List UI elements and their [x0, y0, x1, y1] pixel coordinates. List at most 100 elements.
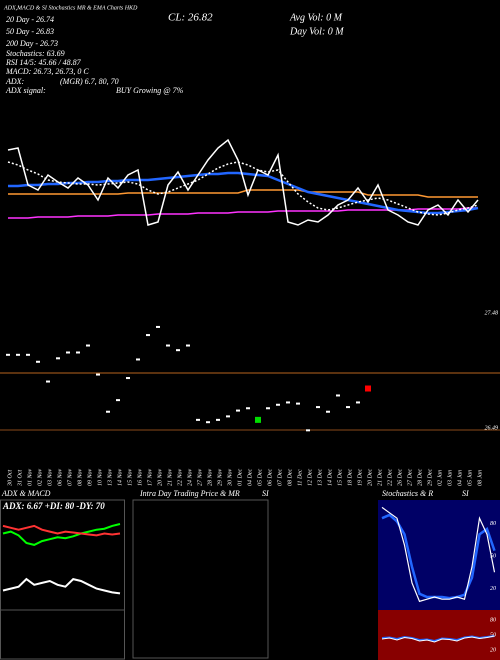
- avg-vol: Avg Vol: 0 M: [289, 12, 343, 23]
- stoch: Stochastics: 63.69: [6, 49, 65, 58]
- signal: BUY Growing @ 7%: [116, 86, 184, 95]
- x-tick-label: 02 Jan: [437, 470, 443, 486]
- y-tick-label: 20: [490, 647, 496, 653]
- series-line: [2, 524, 121, 537]
- y-tick-label: 20: [490, 586, 496, 592]
- x-tick-label: 19 Dec: [357, 469, 363, 486]
- dot: [166, 344, 170, 347]
- series-line: [7, 161, 479, 216]
- dot: [186, 344, 190, 347]
- series-line: [8, 207, 478, 219]
- series-line: [381, 635, 495, 643]
- y-tick-label: 50: [490, 553, 496, 559]
- adx-signal: ADX signal:: [5, 86, 46, 95]
- dot: [286, 401, 290, 404]
- x-tick-label: 01 Dec: [237, 469, 243, 486]
- adx-value: (MGR) 6.7, 80, 70: [60, 77, 119, 86]
- adx-panel: [0, 499, 125, 660]
- dot: [106, 410, 110, 413]
- dot: [316, 406, 320, 409]
- dot: [76, 351, 80, 354]
- intraday-panel: [132, 499, 269, 659]
- macd: MACD: 26.73, 26.73, 0 C: [5, 67, 89, 76]
- dot: [306, 429, 310, 432]
- x-tick-label: 28 Dec: [417, 469, 423, 486]
- x-tick-label: 20 Dec: [367, 469, 373, 486]
- dot: [206, 421, 210, 424]
- dot: [56, 357, 60, 360]
- x-tick-label: 20 Nov: [157, 468, 163, 486]
- dot: [196, 418, 200, 421]
- x-tick-label: 07 Dec: [277, 469, 283, 486]
- x-tick-label: 05 Jan: [467, 470, 473, 486]
- y-tick-label: 80: [490, 521, 496, 527]
- dot: [46, 380, 50, 383]
- dot: [86, 344, 90, 347]
- x-tick-label: 29 Dec: [427, 469, 433, 486]
- ma200: 200 Day - 26.73: [6, 39, 58, 48]
- dot: [156, 325, 160, 328]
- adx-label: ADX: 6.67 +DI: 80 -DY: 70: [2, 501, 105, 511]
- dot: [266, 407, 270, 410]
- x-tick-label: 21 Dec: [377, 469, 383, 486]
- x-tick-label: 04 Dec: [246, 469, 253, 486]
- series-line: [7, 138, 479, 226]
- dot: [16, 353, 20, 356]
- dot: [126, 377, 130, 380]
- dot: [136, 358, 140, 361]
- intraday-title: Intra Day Trading Price & MR: [139, 489, 240, 498]
- x-tick-label: 13 Nov: [107, 468, 113, 486]
- x-tick-label: 06 Dec: [267, 469, 273, 486]
- x-tick-label: 27 Nov: [197, 468, 203, 486]
- dot: [336, 394, 340, 397]
- x-tick-label: 08 Nov: [77, 468, 83, 486]
- x-tick-label: 27 Dec: [407, 469, 413, 486]
- dot: [96, 373, 100, 376]
- x-tick-label: 17 Nov: [147, 468, 153, 486]
- day-vol: Day Vol: 0 M: [289, 26, 344, 37]
- dot: [356, 401, 360, 404]
- series-line: [2, 523, 121, 546]
- series-line: [381, 513, 496, 600]
- x-tick-label: 03 Nov: [47, 468, 53, 486]
- x-tick-label: 14 Dec: [326, 469, 333, 486]
- adx-title: ADX & MACD: [1, 489, 51, 498]
- series-line: [8, 189, 478, 198]
- x-tick-label: 11 Dec: [297, 469, 303, 486]
- dot: [66, 351, 70, 354]
- x-tick-label: 08 Jan: [477, 470, 483, 486]
- dot: [326, 410, 330, 413]
- x-tick-label: 15 Nov: [127, 468, 133, 486]
- x-tick-label: 15 Dec: [337, 469, 343, 486]
- x-tick-label: 13 Dec: [317, 469, 323, 486]
- x-tick-label: 26 Dec: [397, 469, 403, 486]
- x-tick-label: 14 Nov: [116, 468, 123, 486]
- stoch-title: Stochastics & R: [382, 489, 433, 498]
- dot: [246, 407, 250, 410]
- dot: [36, 360, 40, 363]
- x-tick-label: 30 Nov: [227, 468, 233, 487]
- x-tick-label: 03 Jan: [447, 470, 453, 486]
- x-tick-label: 30 Oct: [7, 470, 13, 487]
- series-line: [381, 506, 496, 603]
- x-tick-label: 01 Nov: [27, 468, 33, 486]
- x-tick-label: 22 Dec: [387, 469, 393, 486]
- series-line: [2, 577, 121, 595]
- dot: [276, 403, 280, 406]
- y-tick-label: 26.49: [485, 424, 499, 431]
- x-tick-label: 22 Nov: [177, 468, 183, 486]
- x-tick-label: 21 Nov: [167, 468, 173, 486]
- x-tick-label: 24 Nov: [186, 468, 193, 486]
- dot: [26, 353, 30, 356]
- stoch-title2: SI: [462, 489, 469, 498]
- dot: [226, 415, 230, 418]
- x-tick-label: 08 Dec: [287, 469, 293, 486]
- x-tick-label: 04 Jan: [456, 470, 463, 486]
- rsi-panel: [378, 610, 500, 660]
- x-tick-label: 02 Nov: [37, 468, 43, 486]
- x-tick-label: 16 Nov: [137, 468, 143, 486]
- rsi: RSI 14/5: 45.66 / 48.87: [5, 58, 82, 67]
- x-tick-label: 07 Nov: [67, 468, 73, 486]
